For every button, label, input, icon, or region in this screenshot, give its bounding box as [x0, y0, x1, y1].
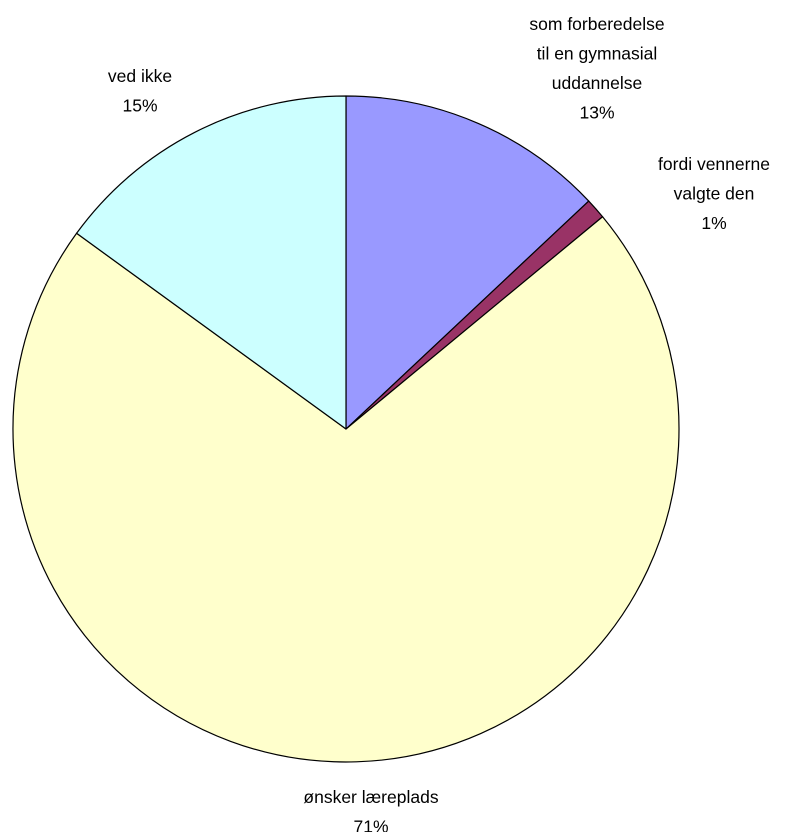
slice-name-label: som forberedelse — [529, 14, 664, 34]
pie-slice — [75, 95, 347, 430]
pie-slice — [12, 216, 680, 763]
slice-name-label: uddannelse — [552, 73, 643, 93]
slice-name-label: ved ikke — [108, 66, 172, 86]
slice-label: som forberedelse til en gymnasial uddannel… — [529, 14, 664, 123]
slice-name-label: ønsker læreplads — [303, 787, 438, 807]
slice-name-label: til en gymnasial — [537, 44, 658, 64]
slice-name-label: fordi vennerne — [658, 154, 770, 174]
slice-name-label: valgte den — [674, 184, 755, 204]
slice-percent-label: 13% — [579, 103, 614, 123]
slice-label: fordi vennerne valgte den 1% — [658, 154, 770, 233]
slice-percent-label: 1% — [701, 213, 726, 233]
slice-label: ønsker læreplads 71% — [303, 787, 438, 832]
slice-percent-label: 15% — [122, 96, 157, 116]
slice-label: ved ikke 15% — [108, 66, 172, 116]
slice-percent-label: 71% — [353, 817, 388, 832]
pie-slice — [345, 95, 590, 430]
